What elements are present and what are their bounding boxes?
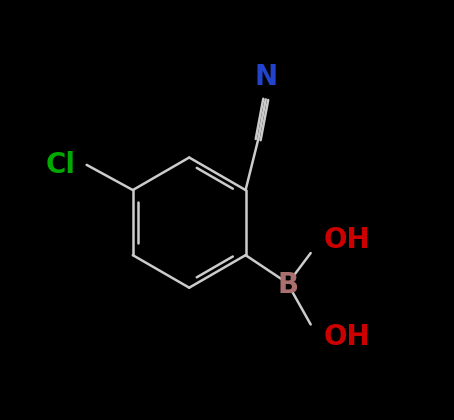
Text: OH: OH	[323, 323, 370, 351]
Text: OH: OH	[323, 226, 370, 255]
Text: N: N	[254, 63, 277, 91]
Text: B: B	[277, 270, 298, 299]
Text: Cl: Cl	[46, 151, 76, 179]
